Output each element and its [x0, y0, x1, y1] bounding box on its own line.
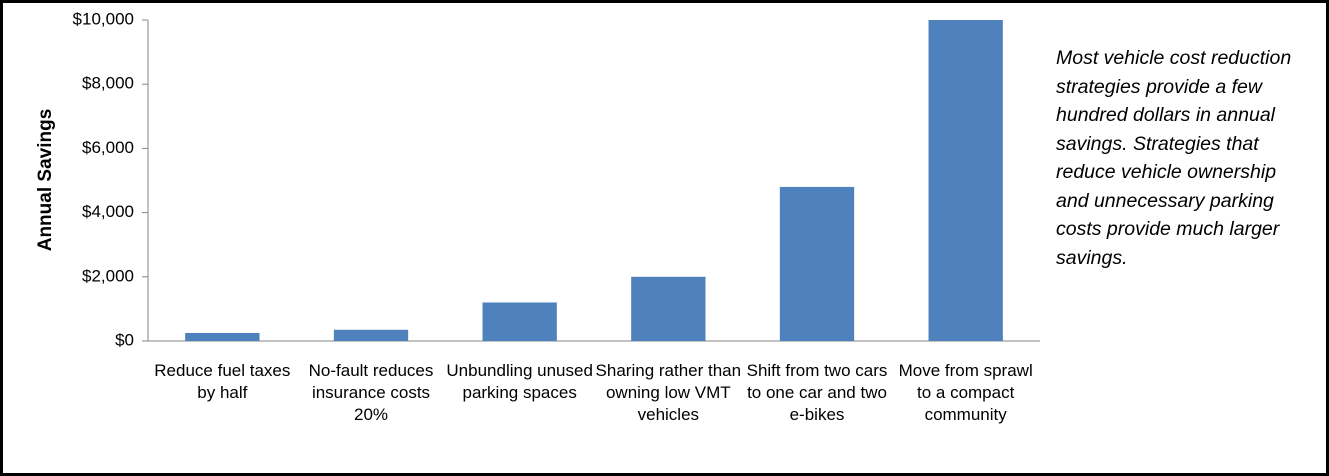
y-tick-label: $4,000	[82, 202, 134, 221]
x-tick-label: No-fault reduces insurance costs 20%	[308, 361, 434, 424]
x-tick-label: Move from sprawl to a compact community	[898, 361, 1033, 424]
y-tick-label: $2,000	[82, 266, 134, 285]
bar	[631, 276, 706, 341]
y-tick-label: $0	[115, 330, 134, 349]
x-tick-label: Shift from two cars to one car and two e…	[746, 361, 888, 424]
x-tick-label: Unbundling unused parking spaces	[446, 361, 593, 402]
y-axis-label: Annual Savings	[35, 109, 56, 252]
bar	[333, 329, 409, 341]
bar	[482, 302, 557, 341]
x-tick-label: Reduce fuel taxes by half	[154, 361, 291, 402]
bar	[185, 332, 260, 341]
annotation: Most vehicle cost reduction strategies p…	[1056, 47, 1292, 269]
y-tick-label: $6,000	[82, 138, 134, 157]
x-tick-label: Sharing rather than owning low VMT vehic…	[595, 361, 742, 424]
y-tick-label: $10,000	[73, 9, 134, 28]
bar	[779, 186, 855, 341]
y-tick-label: $8,000	[82, 74, 134, 93]
bar	[928, 20, 1003, 341]
